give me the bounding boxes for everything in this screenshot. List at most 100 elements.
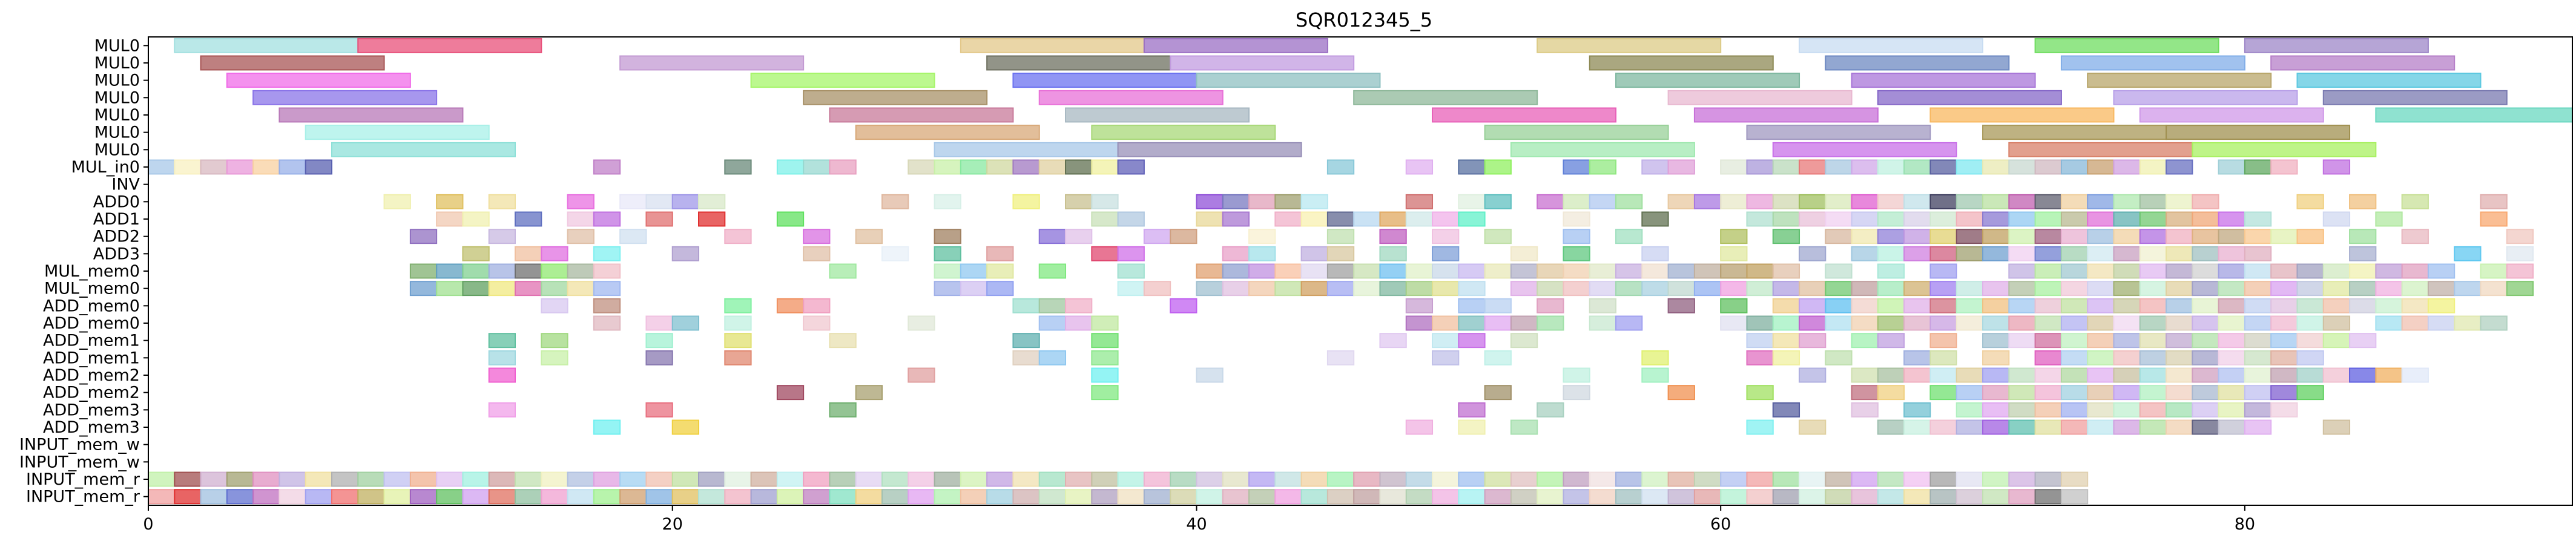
- bar: [1091, 211, 1119, 227]
- bar: [2166, 315, 2193, 331]
- bar: [1379, 471, 1407, 487]
- bar: [2087, 159, 2115, 175]
- bar: [1143, 281, 1171, 297]
- bar: [2270, 229, 2298, 244]
- bar: [2113, 281, 2141, 297]
- bar: [829, 402, 857, 418]
- bar: [1851, 194, 1879, 209]
- bar: [305, 489, 333, 505]
- bar: [488, 333, 516, 349]
- bar: [1563, 263, 1590, 279]
- bar: [2060, 55, 2245, 71]
- bar: [409, 471, 438, 487]
- bar: [803, 159, 831, 175]
- bar: [803, 90, 988, 105]
- bar: [1772, 229, 1800, 244]
- bar: [724, 471, 752, 487]
- bar: [1300, 194, 1328, 209]
- bar: [1746, 211, 1774, 227]
- bar: [2113, 246, 2141, 261]
- bar: [1903, 489, 1931, 505]
- x-tick-label: 80: [2235, 515, 2255, 534]
- bar: [2244, 298, 2272, 313]
- bar: [1903, 211, 1931, 227]
- bar: [1799, 489, 1827, 505]
- bar: [619, 229, 647, 244]
- bar: [1300, 489, 1328, 505]
- bar: [1955, 211, 1984, 227]
- row-label: MUL0: [94, 140, 140, 159]
- bar: [1693, 489, 1722, 505]
- bar: [2270, 298, 2298, 313]
- bar: [1537, 281, 1564, 297]
- bar: [1720, 194, 1748, 209]
- row-label: ADD2: [93, 228, 140, 246]
- bar: [1326, 281, 1355, 297]
- bar: [1353, 263, 1381, 279]
- bar: [1143, 489, 1171, 505]
- bar: [1746, 333, 1774, 349]
- bar: [488, 263, 516, 279]
- bar: [1432, 281, 1460, 297]
- bar: [671, 246, 700, 261]
- bar: [436, 194, 464, 209]
- bar: [200, 159, 228, 175]
- bar: [1091, 367, 1119, 383]
- bar: [2244, 315, 2272, 331]
- bar: [1667, 385, 1695, 401]
- bar: [2087, 367, 2115, 383]
- bar: [2322, 315, 2351, 331]
- bar: [1405, 471, 1434, 487]
- bar: [1038, 298, 1067, 313]
- bar: [776, 298, 805, 313]
- bar: [252, 90, 438, 105]
- bar: [960, 471, 988, 487]
- bar: [1117, 142, 1302, 157]
- bar: [2244, 367, 2272, 383]
- bar: [1563, 385, 1590, 401]
- bar: [1955, 367, 1984, 383]
- bar: [2166, 367, 2193, 383]
- bar: [2139, 385, 2167, 401]
- bar: [1929, 489, 1957, 505]
- bar: [2060, 489, 2089, 505]
- bar: [1877, 419, 1905, 435]
- bar: [1825, 229, 1853, 244]
- bar: [698, 471, 726, 487]
- bar: [908, 489, 935, 505]
- bar: [462, 471, 490, 487]
- bar: [1117, 489, 1145, 505]
- bar: [1038, 315, 1067, 331]
- bar: [2034, 402, 2062, 418]
- bar: [829, 107, 1014, 123]
- bar: [2166, 125, 2351, 140]
- bar: [2244, 419, 2272, 435]
- bar: [226, 471, 254, 487]
- bar: [1825, 211, 1853, 227]
- bar: [1405, 263, 1434, 279]
- bar: [1091, 315, 1119, 331]
- bar: [2166, 402, 2193, 418]
- bar: [2218, 246, 2245, 261]
- bar: [1746, 194, 1774, 209]
- bar: [1772, 471, 1800, 487]
- bar: [2166, 194, 2193, 209]
- bar: [1667, 194, 1695, 209]
- bar: [1772, 350, 1800, 365]
- bar: [1326, 489, 1355, 505]
- bar: [2480, 211, 2508, 227]
- bar: [1326, 159, 1355, 175]
- bar: [1982, 211, 2010, 227]
- bar: [1379, 489, 1407, 505]
- bar: [383, 194, 411, 209]
- bar: [855, 471, 883, 487]
- bar: [1693, 107, 1879, 123]
- bar: [1929, 350, 1957, 365]
- bar: [855, 229, 883, 244]
- bar: [2322, 211, 2351, 227]
- bar: [1772, 194, 1800, 209]
- bar: [986, 246, 1014, 261]
- bar: [2008, 194, 2036, 209]
- bar: [1563, 229, 1590, 244]
- bar: [1825, 350, 1853, 365]
